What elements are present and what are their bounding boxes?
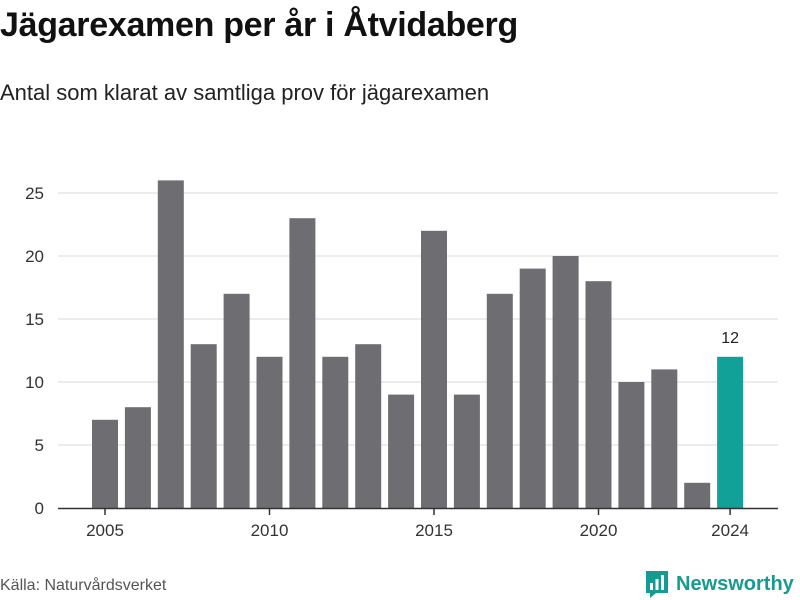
y-tick-label: 0 (35, 499, 44, 518)
y-tick-label: 15 (25, 310, 44, 329)
bar-2011[interactable] (289, 218, 316, 508)
bar-2006[interactable] (124, 407, 151, 508)
bar-2020[interactable] (585, 281, 612, 508)
bar-2022[interactable] (651, 369, 678, 508)
source-note: Källa: Naturvårdsverket (0, 577, 167, 594)
bar-2012[interactable] (322, 356, 349, 508)
brand-logo[interactable]: Newsworthy (644, 568, 794, 600)
data-labels: 12 (721, 330, 739, 347)
bar-2007[interactable] (157, 180, 184, 508)
x-tick-label: 2020 (580, 521, 618, 540)
bar-2008[interactable] (190, 344, 217, 508)
x-axis: 2005 2010 2015 2020 2024 (58, 507, 778, 540)
bar-2021[interactable] (618, 382, 645, 508)
bar-2018[interactable] (519, 268, 546, 508)
bar-2017[interactable] (486, 293, 513, 508)
y-tick-label: 10 (25, 373, 44, 392)
bar-2023[interactable] (684, 482, 711, 508)
bar-2024[interactable] (717, 356, 744, 508)
x-tick-label: 2010 (251, 521, 289, 540)
x-tick-label: 2005 (86, 521, 124, 540)
bars (92, 180, 744, 509)
bar-2010[interactable] (256, 356, 283, 508)
y-tick-label: 5 (35, 436, 44, 455)
x-tick-label: 2015 (415, 521, 453, 540)
bar-2009[interactable] (223, 293, 250, 508)
bar-2013[interactable] (355, 344, 382, 508)
x-tick-label: 2024 (711, 521, 749, 540)
y-tick-label: 25 (25, 184, 44, 203)
chart-subtitle: Antal som klarat av samtliga prov för jä… (0, 80, 490, 105)
bar-chart: 0 5 10 15 20 25 12 2005 2010 2015 2020 2024 (25, 180, 778, 540)
y-tick-label: 20 (25, 247, 44, 266)
brand-name: Newsworthy (676, 572, 794, 595)
bar-2019[interactable] (552, 256, 579, 508)
bar-2005[interactable] (92, 419, 118, 508)
bar-2016[interactable] (453, 394, 480, 508)
newsworthy-logo-icon (646, 571, 668, 598)
chart-title: Jägarexamen per år i Åtvidaberg (0, 6, 518, 44)
bar-2015[interactable] (421, 230, 447, 509)
data-label-2024: 12 (721, 330, 739, 347)
bar-2014[interactable] (388, 394, 415, 508)
y-axis-ticks: 0 5 10 15 20 25 (25, 184, 44, 518)
